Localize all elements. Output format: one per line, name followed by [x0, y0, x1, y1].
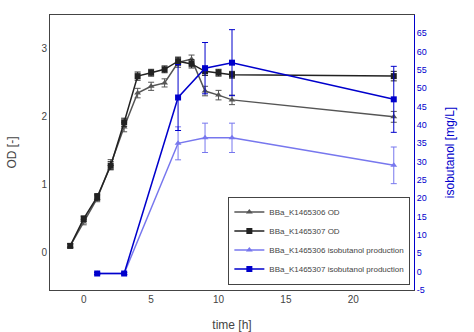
svg-text:-5: -5 [417, 285, 425, 295]
svg-text:3: 3 [41, 43, 47, 54]
svg-text:30: 30 [417, 157, 427, 167]
svg-text:BBa_K1465307 isobutanol produc: BBa_K1465307 isobutanol production [269, 265, 403, 274]
svg-text:20: 20 [348, 294, 360, 305]
svg-text:45: 45 [417, 102, 427, 112]
svg-text:40: 40 [417, 120, 427, 130]
svg-text:50: 50 [417, 83, 427, 93]
svg-text:15: 15 [417, 212, 427, 222]
svg-text:55: 55 [417, 65, 427, 75]
svg-text:10: 10 [213, 294, 225, 305]
svg-text:OD [-]: OD [-] [5, 137, 19, 169]
svg-text:BBa_K1465306 isobutanol produc: BBa_K1465306 isobutanol production [269, 246, 403, 255]
svg-text:20: 20 [417, 193, 427, 203]
svg-text:0: 0 [417, 267, 422, 277]
svg-text:5: 5 [148, 294, 154, 305]
svg-text:BBa_K1465307 OD: BBa_K1465307 OD [269, 227, 339, 236]
svg-text:15: 15 [280, 294, 292, 305]
svg-text:time [h]: time [h] [212, 318, 251, 332]
svg-text:2: 2 [41, 111, 47, 122]
svg-text:5: 5 [417, 248, 422, 258]
svg-text:0: 0 [81, 294, 87, 305]
svg-text:isobutanol [mg/L]: isobutanol [mg/L] [443, 107, 457, 198]
svg-text:65: 65 [417, 28, 427, 38]
svg-text:0: 0 [41, 247, 47, 258]
svg-text:35: 35 [417, 138, 427, 148]
svg-text:25: 25 [417, 175, 427, 185]
svg-text:10: 10 [417, 230, 427, 240]
svg-text:60: 60 [417, 47, 427, 57]
svg-text:BBa_K1465306 OD: BBa_K1465306 OD [269, 208, 339, 217]
svg-text:1: 1 [41, 179, 47, 190]
